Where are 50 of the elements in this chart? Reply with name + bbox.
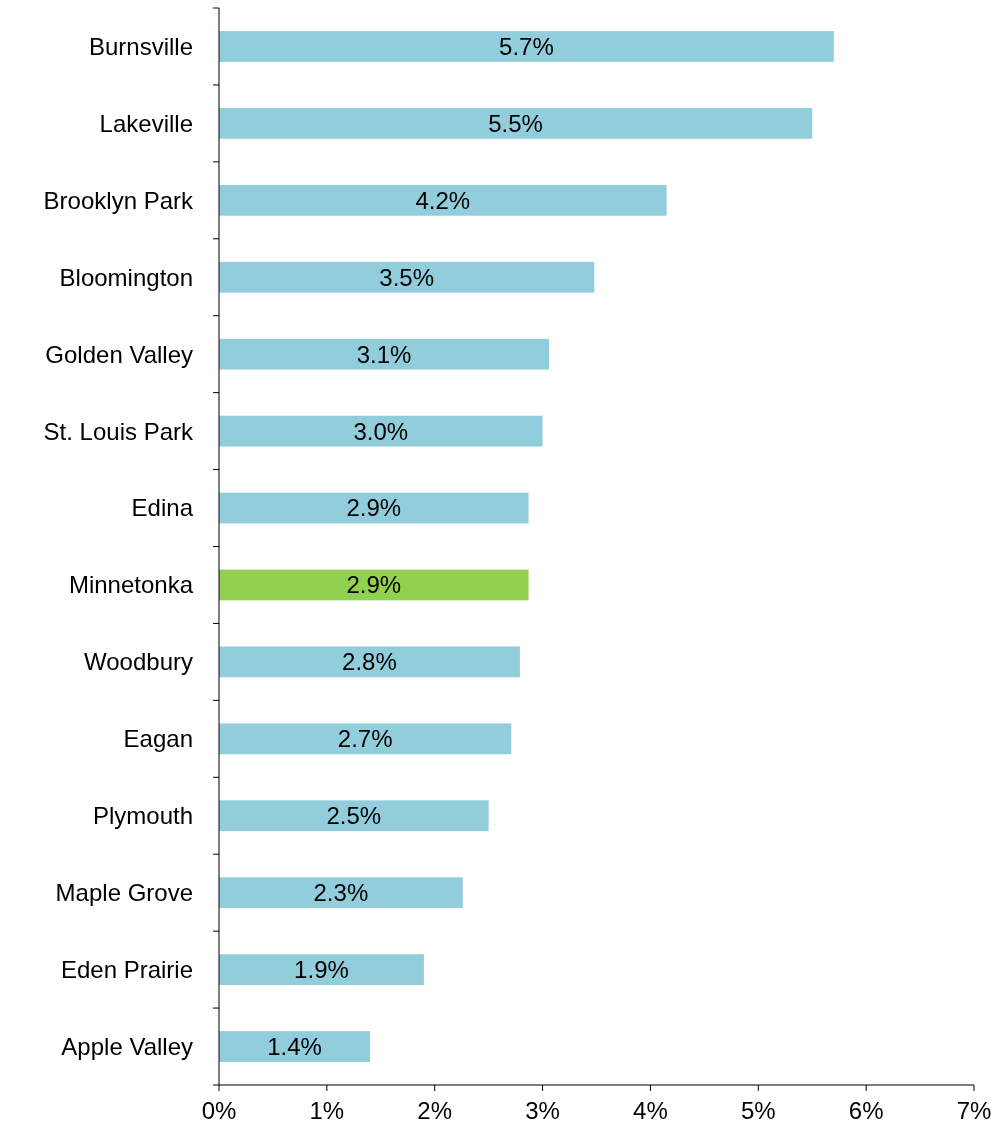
data-label: 3.1% [356,340,412,368]
y-tick-label: Eagan [123,725,193,753]
y-tick-label: Plymouth [92,802,193,830]
y-tick-label: Brooklyn Park [43,186,194,214]
data-label: 1.4% [267,1032,322,1060]
y-tick-label: Golden Valley [45,340,193,368]
bar [219,492,529,524]
x-tick-label: 0% [201,1097,237,1124]
bar [219,338,550,370]
y-tick-label: Eden Prairie [60,956,193,984]
data-label: 2.9% [346,494,402,522]
x-tick-label: 5% [740,1097,776,1124]
data-label: 1.9% [294,956,349,984]
bar [219,184,667,216]
data-label: 2.8% [342,648,397,676]
x-tick-label: 3% [525,1097,560,1124]
bar [219,415,543,447]
bar [219,800,489,832]
bar [219,877,463,909]
bar [219,569,529,601]
y-tick-label: Minnetonka [68,571,194,599]
data-label: 2.9% [346,571,402,599]
data-label: 2.3% [313,879,369,907]
bar [219,723,512,755]
y-tick-label: Lakeville [99,109,193,137]
x-tick-label: 4% [633,1097,668,1124]
bar [219,954,424,985]
x-tick-label: 2% [417,1097,453,1124]
bar [219,261,595,293]
bar [219,31,834,62]
data-label: 4.2% [415,186,471,214]
bar [219,1031,370,1062]
y-tick-label: Burnsville [88,32,193,60]
x-tick-label: 1% [309,1097,345,1124]
y-tick-label: Apple Valley [61,1032,193,1060]
y-tick-label: St. Louis Park [43,417,194,445]
bar [219,108,813,139]
data-label: 5.5% [488,109,543,137]
y-tick-label: Woodbury [84,648,193,676]
x-tick-label: 6% [848,1097,884,1124]
data-label: 2.5% [326,802,382,830]
data-label: 3.5% [379,263,435,291]
bar [219,646,520,678]
y-tick-label: Bloomington [59,263,193,291]
y-tick-label: Maple Grove [55,879,193,907]
data-label: 2.7% [337,725,393,753]
y-tick-label: Edina [131,494,194,522]
data-label: 3.0% [353,417,409,445]
data-label: 5.7% [499,32,554,60]
x-tick-label: 7% [956,1097,992,1124]
